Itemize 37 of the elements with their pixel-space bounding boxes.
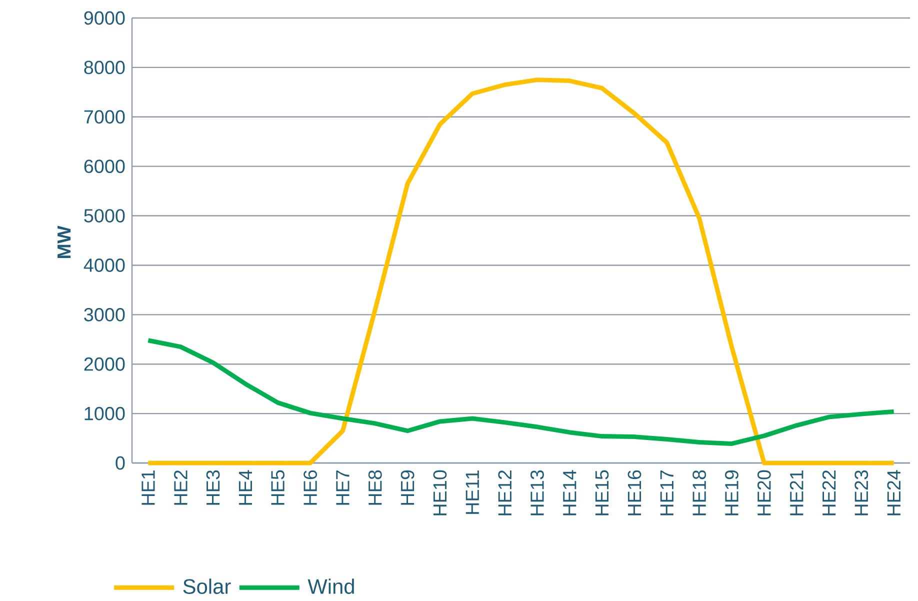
y-tick-label: 4000	[84, 258, 125, 272]
y-axis-title: MW	[58, 226, 71, 258]
legend-label: Solar	[183, 578, 231, 594]
x-tick-label: HE22	[822, 470, 836, 516]
x-tick-label: HE17	[660, 470, 674, 516]
x-tick-label: HE9	[400, 470, 414, 505]
y-tick-label: 9000	[84, 11, 125, 25]
x-tick-label: HE15	[595, 470, 609, 516]
x-tick-label: HE12	[498, 470, 512, 516]
y-tick-label: 1000	[84, 406, 125, 420]
x-tick-label: HE20	[757, 470, 771, 516]
y-tick-label: 0	[116, 456, 125, 470]
x-tick-label: HE4	[238, 470, 252, 505]
x-tick-label: HE24	[887, 470, 900, 516]
y-tick-label: 3000	[84, 308, 125, 322]
x-tick-label: HE3	[206, 470, 220, 505]
x-tick-label: HE21	[790, 470, 804, 516]
x-tick-label: HE19	[725, 470, 738, 516]
y-tick-label: 6000	[84, 160, 125, 174]
x-tick-label: HE8	[368, 470, 382, 505]
y-tick-label: 8000	[84, 60, 125, 74]
x-tick-label: HE1	[142, 470, 155, 505]
x-tick-label: HE2	[174, 470, 188, 505]
x-tick-label: HE13	[530, 470, 544, 516]
x-tick-label: HE23	[854, 470, 868, 516]
legend-label: Wind	[308, 578, 354, 594]
x-tick-label: HE16	[628, 470, 642, 516]
y-tick-label: 2000	[84, 357, 125, 371]
x-tick-label: HE18	[692, 470, 706, 516]
x-tick-label: HE6	[304, 470, 317, 505]
x-tick-label: HE5	[271, 470, 284, 505]
x-tick-label: HE11	[466, 470, 479, 514]
y-tick-label: 7000	[84, 110, 125, 124]
x-tick-label: HE14	[563, 470, 576, 516]
x-tick-label: HE7	[336, 470, 350, 505]
y-tick-label: 5000	[84, 209, 125, 222]
x-tick-label: HE10	[433, 470, 447, 516]
